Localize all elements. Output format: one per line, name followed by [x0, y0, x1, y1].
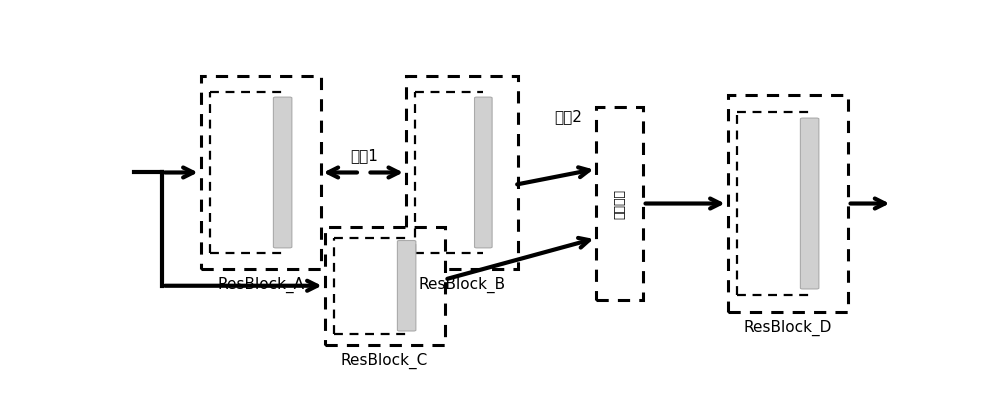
Text: ResBlock_D: ResBlock_D: [743, 320, 832, 336]
FancyBboxPatch shape: [397, 241, 416, 331]
Bar: [325, 227, 445, 345]
Text: ResBlock_A: ResBlock_A: [217, 276, 304, 293]
Text: ResBlock_B: ResBlock_B: [419, 276, 506, 293]
Bar: [728, 95, 848, 312]
Text: 并联融合: 并联融合: [613, 189, 626, 218]
FancyBboxPatch shape: [475, 97, 492, 248]
FancyBboxPatch shape: [273, 97, 292, 248]
Bar: [596, 107, 643, 300]
Bar: [406, 76, 518, 269]
Text: 池刖2: 池刖2: [554, 109, 582, 125]
Text: ResBlock_C: ResBlock_C: [341, 353, 428, 369]
Bar: [201, 76, 321, 269]
Text: 池刖1: 池刖1: [350, 148, 378, 163]
FancyBboxPatch shape: [800, 118, 819, 289]
